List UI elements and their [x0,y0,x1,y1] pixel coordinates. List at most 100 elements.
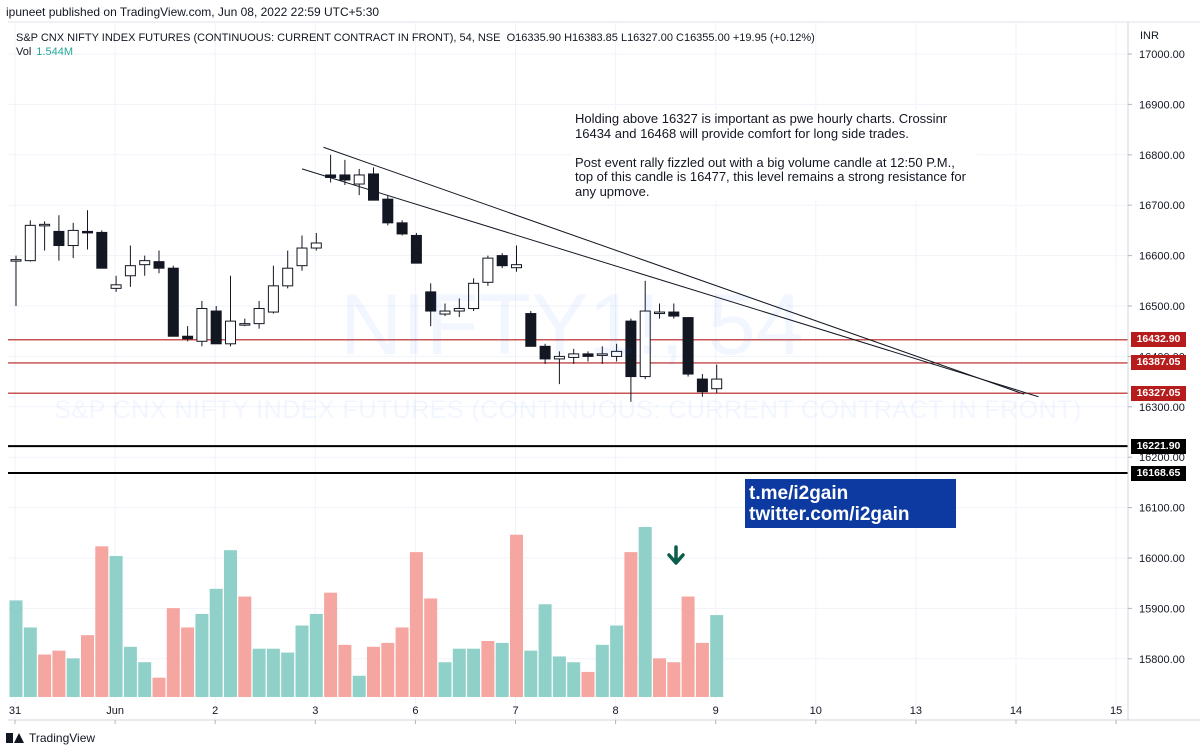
candle-body [253,308,265,325]
candle-body [539,345,551,360]
candle-body [82,230,93,234]
volume-bar [367,646,380,697]
candle-body [353,174,365,185]
trendlines[interactable] [301,146,1039,398]
volume-bar [495,642,509,697]
candle-body [67,229,79,247]
price-tick-label: 16600.00 [1139,251,1185,263]
candle-body [711,378,723,390]
currency-label: INR [1140,30,1159,42]
volume-bar [524,650,538,697]
publisher-header: ipuneet published on TradingView.com, Ju… [6,5,379,19]
candle-body [282,267,294,287]
volume-bar [567,662,581,697]
candle-body [482,257,494,283]
volume-label: Vol [16,46,32,58]
volume-bar [266,648,280,697]
twitter-link[interactable]: twitter.com/i2gain [749,504,910,525]
time-tick-label: 6 [412,705,418,717]
candle-body [110,284,122,289]
candle-body [339,174,351,181]
price-level-tag: 16221.90 [1131,438,1186,454]
telegram-link[interactable]: t.me/i2gain [749,483,849,504]
symbol-legend[interactable]: S&P CNX NIFTY INDEX FUTURES (CONTINUOUS:… [16,30,815,46]
volume-bar [681,596,695,697]
volume-bar [95,546,109,697]
price-level-tag: 16327.05 [1131,385,1186,401]
volume-bar [409,552,423,697]
volume-bar [138,662,152,697]
time-axis[interactable]: 31 Jun 2 3 6 7 8 9 10 13 14 15 [8,705,1200,724]
candle-body [525,313,537,347]
volume-bar [123,646,137,697]
volume-bar [38,654,52,697]
price-tick-label: 16300.00 [1139,402,1185,414]
candle-body [182,335,194,340]
time-tick-label: 31 [9,705,21,717]
volume-bar [538,604,552,697]
candle-body [682,317,694,375]
volume-bar [166,608,180,697]
time-tick-label: Jun [106,705,124,717]
footer-brand[interactable]: TradingView [6,731,95,745]
candle-body [210,310,222,345]
volume-bar [552,656,566,697]
price-level-tag: 16387.05 [1131,355,1186,371]
candle-body [582,353,594,357]
volume-legend[interactable]: Vol 1.544M [16,46,73,58]
ohlc-values: O16335.90 H16383.85 L16327.00 C16355.00 … [506,32,815,44]
volume-bar [467,648,481,697]
candle-body [639,310,651,378]
volume-bar [424,598,438,697]
candle-body [124,265,136,277]
volume-bar [695,642,709,697]
candle-body [382,198,394,224]
candle-body [368,173,379,201]
arrow-shape [667,545,685,565]
volume-bar [595,644,609,697]
price-tick-label: 16100.00 [1139,503,1185,515]
volume-bar [638,527,652,697]
candle-body [196,308,208,342]
volume-bar [395,627,409,697]
price-level-tag: 16168.65 [1131,465,1186,481]
candle-body [24,224,36,262]
volume-bar [281,652,295,697]
publisher-text: ipuneet published on TradingView.com, Ju… [6,5,380,19]
volume-bar [624,552,638,697]
volume-bar [152,677,166,697]
volume-bar [66,658,80,697]
candle-body [425,291,437,312]
volume-bar [209,588,223,697]
volume-bars [9,527,724,697]
time-tick-label: 2 [212,705,218,717]
volume-bar [481,640,495,697]
volume-bar [653,658,666,697]
price-axis[interactable]: 17000.00 16900.00 16800.00 16700.00 16600.00… [1127,22,1185,720]
candle-body [468,282,480,310]
volume-bar [510,534,523,697]
candle-body [296,247,308,267]
horizontal-levels [8,339,1128,475]
candle-body [568,353,580,358]
candle-body [410,234,422,264]
trendline [301,168,1039,398]
volume-bar [352,675,366,697]
candle-body [511,264,522,269]
candle-body [10,259,22,262]
price-tick-label: 17000.00 [1139,49,1185,61]
candle-body [239,323,251,326]
candle-body [439,310,451,315]
volume-bar [81,635,94,697]
volume-bar [295,625,309,697]
social-links-box[interactable]: t.me/i2gain twitter.com/i2gain [745,479,956,528]
candle-body [696,378,708,393]
candle-body [167,267,179,337]
price-tick-label: 16000.00 [1139,553,1185,565]
volume-bar [195,613,209,697]
analysis-note[interactable]: Holding above 16327 is important as pwe … [571,110,977,201]
time-tick-label: 9 [713,705,719,717]
volume-bar [338,644,352,697]
candle-body [53,230,65,247]
